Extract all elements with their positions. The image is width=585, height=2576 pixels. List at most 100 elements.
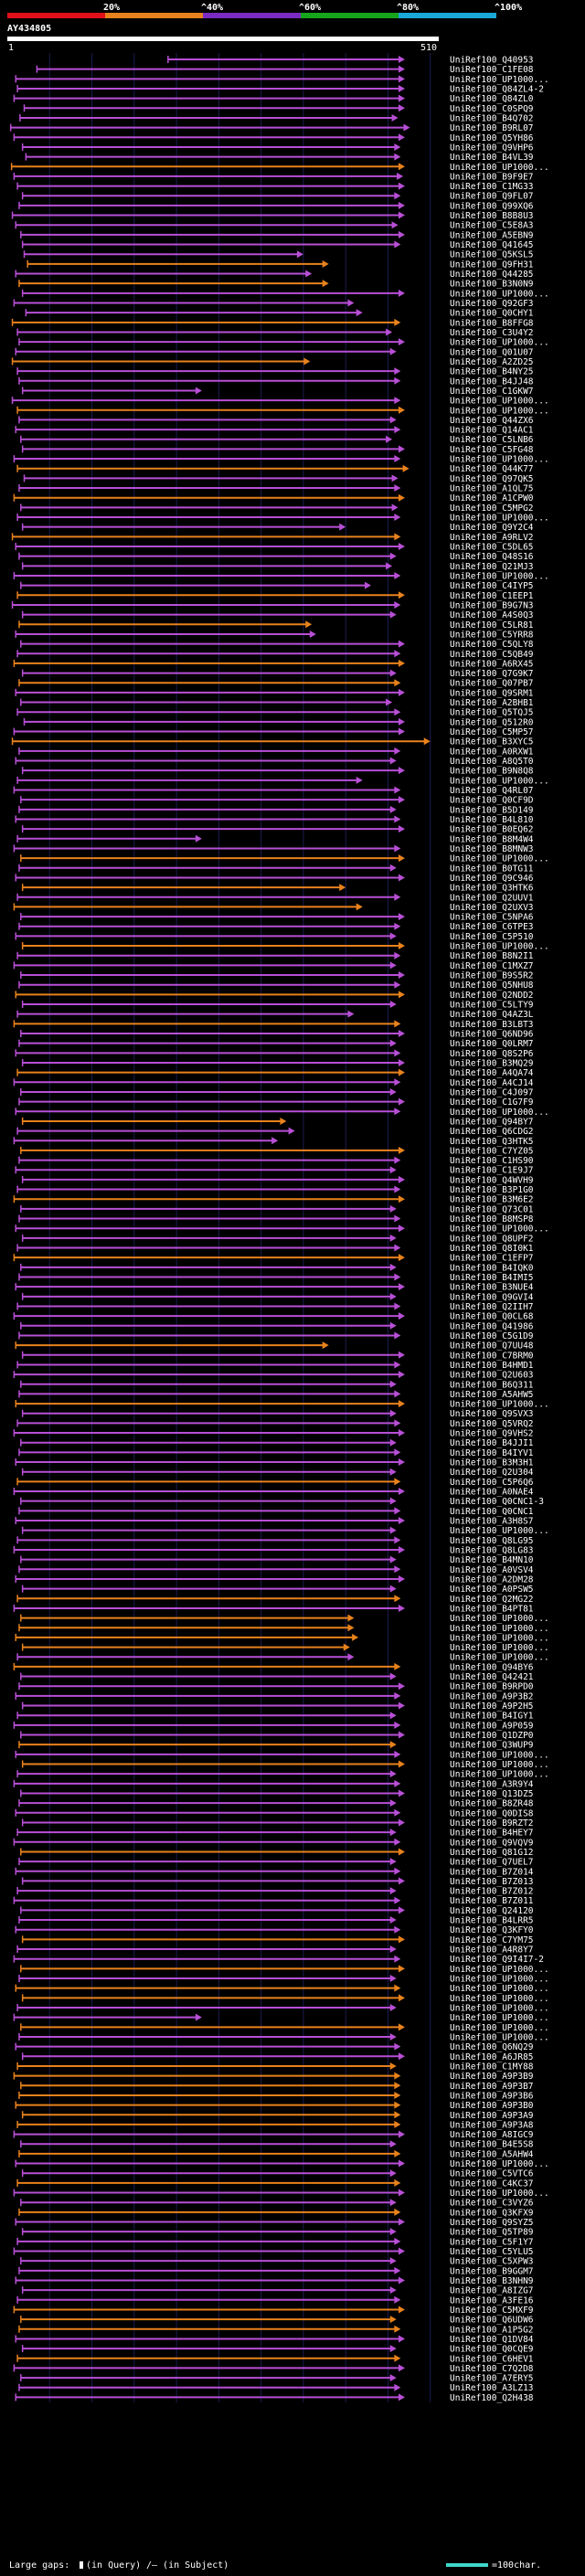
hit-row[interactable]: UniRef100_Q07PB7 bbox=[18, 679, 534, 689]
hit-label[interactable]: UniRef100_B9S5R2 bbox=[450, 971, 534, 981]
hit-row[interactable]: UniRef100_Q9GVI4 bbox=[21, 1292, 534, 1302]
hit-label[interactable]: UniRef100_UP1000... bbox=[450, 1760, 549, 1770]
hit-row[interactable]: UniRef100_UP1000... bbox=[15, 1750, 549, 1760]
hit-label[interactable]: UniRef100_B3NHN9 bbox=[450, 2276, 534, 2286]
hit-row[interactable]: UniRef100_A2DM28 bbox=[15, 1574, 534, 1585]
hit-row[interactable]: UniRef100_A8Q5T0 bbox=[15, 757, 534, 767]
hit-label[interactable]: UniRef100_Q94BY7 bbox=[450, 1117, 534, 1127]
hit-row[interactable]: UniRef100_Q41986 bbox=[20, 1321, 534, 1331]
hit-row[interactable]: UniRef100_Q7UU48 bbox=[15, 1341, 534, 1352]
hit-label[interactable]: UniRef100_A4R8Y7 bbox=[450, 1945, 534, 1956]
hit-row[interactable]: UniRef100_C5E8A3 bbox=[15, 221, 534, 231]
hit-row[interactable]: UniRef100_Q5TQJ5 bbox=[16, 708, 534, 718]
hit-row[interactable]: UniRef100_B4JJI1 bbox=[20, 1438, 534, 1448]
hit-label[interactable]: UniRef100_A9P3A8 bbox=[450, 2120, 534, 2130]
hit-row[interactable]: UniRef100_Q0CNC1 bbox=[18, 1507, 534, 1517]
hit-row[interactable]: UniRef100_Q2U603 bbox=[13, 1371, 534, 1381]
hit-label[interactable]: UniRef100_A7ERY5 bbox=[450, 2374, 534, 2384]
hit-label[interactable]: UniRef100_C5MPG2 bbox=[450, 504, 534, 514]
hit-row[interactable]: UniRef100_A1P5G2 bbox=[18, 2325, 534, 2335]
hit-label[interactable]: UniRef100_B4NY25 bbox=[450, 367, 534, 377]
hit-label[interactable]: UniRef100_B9N8Q8 bbox=[450, 767, 534, 777]
hit-label[interactable]: UniRef100_UP1000... bbox=[450, 289, 549, 299]
hit-label[interactable]: UniRef100_C5LNB6 bbox=[450, 435, 534, 445]
hit-row[interactable]: UniRef100_Q8LG83 bbox=[13, 1545, 534, 1555]
hit-label[interactable]: UniRef100_Q97QK5 bbox=[450, 474, 534, 484]
hit-row[interactable]: UniRef100_UP1000... bbox=[16, 2004, 549, 2014]
hit-label[interactable]: UniRef100_A5EBN9 bbox=[450, 230, 534, 240]
hit-row[interactable]: UniRef100_UP1000... bbox=[21, 1643, 549, 1653]
hit-row[interactable]: UniRef100_C5MP57 bbox=[13, 727, 534, 737]
hit-row[interactable]: UniRef100_A7ERY5 bbox=[20, 2374, 534, 2384]
hit-row[interactable]: UniRef100_Q3KFY0 bbox=[15, 1925, 534, 1935]
hit-label[interactable]: UniRef100_C1MG33 bbox=[450, 182, 534, 192]
hit-row[interactable]: UniRef100_B4JJ48 bbox=[18, 376, 534, 387]
hit-label[interactable]: UniRef100_C5FG48 bbox=[450, 445, 534, 455]
hit-row[interactable]: UniRef100_B4IGY1 bbox=[16, 1712, 534, 1722]
hit-label[interactable]: UniRef100_C5E8A3 bbox=[450, 221, 534, 231]
hit-label[interactable]: UniRef100_B9F9E7 bbox=[450, 172, 534, 182]
hit-row[interactable]: UniRef100_B8M4W4 bbox=[16, 834, 534, 844]
hit-label[interactable]: UniRef100_A2DM28 bbox=[450, 1574, 534, 1585]
hit-row[interactable]: UniRef100_UP1000... bbox=[16, 406, 549, 416]
hit-label[interactable]: UniRef100_B4Q702 bbox=[450, 113, 534, 123]
hit-label[interactable]: UniRef100_B4PT81 bbox=[450, 1604, 534, 1614]
hit-label[interactable]: UniRef100_B4JJ48 bbox=[450, 376, 534, 387]
hit-label[interactable]: UniRef100_UP1000... bbox=[450, 1526, 549, 1536]
hit-label[interactable]: UniRef100_Q1DV84 bbox=[450, 2335, 534, 2345]
hit-row[interactable]: UniRef100_C5YRR8 bbox=[15, 630, 534, 640]
hit-label[interactable]: UniRef100_Q41645 bbox=[450, 240, 534, 250]
hit-label[interactable]: UniRef100_C5MP57 bbox=[450, 727, 534, 737]
hit-row[interactable]: UniRef100_C1MG33 bbox=[16, 182, 534, 192]
hit-label[interactable]: UniRef100_Q2H438 bbox=[450, 2393, 534, 2403]
hit-label[interactable]: UniRef100_Q9VQV9 bbox=[450, 1838, 534, 1848]
hit-row[interactable]: UniRef100_A9P3B6 bbox=[18, 2091, 534, 2101]
hit-row[interactable]: UniRef100_Q9Y2C4 bbox=[21, 523, 534, 533]
hit-row[interactable]: UniRef100_C5P6Q6 bbox=[16, 1478, 534, 1488]
hit-row[interactable]: UniRef100_Q2H438 bbox=[15, 2393, 534, 2403]
hit-row[interactable]: UniRef100_Q01U07 bbox=[15, 347, 534, 357]
hit-row[interactable]: UniRef100_B8MSP8 bbox=[18, 1214, 534, 1224]
hit-label[interactable]: UniRef100_C4KC37 bbox=[450, 2178, 534, 2189]
hit-row[interactable]: UniRef100_B3LBT3 bbox=[13, 1020, 534, 1030]
hit-row[interactable]: UniRef100_C5G1D9 bbox=[18, 1331, 534, 1341]
hit-row[interactable]: UniRef100_A6RX45 bbox=[13, 659, 534, 669]
hit-label[interactable]: UniRef100_B0EQ62 bbox=[450, 825, 534, 835]
hit-label[interactable]: UniRef100_Q1DZP0 bbox=[450, 1731, 534, 1741]
hit-row[interactable]: UniRef100_C1MXZ7 bbox=[13, 961, 534, 971]
hit-row[interactable]: UniRef100_C5P510 bbox=[15, 932, 534, 942]
hit-row[interactable]: UniRef100_C5LTY9 bbox=[21, 1001, 534, 1011]
hit-label[interactable]: UniRef100_B7Z012 bbox=[450, 1887, 534, 1897]
hit-label[interactable]: UniRef100_B4IYV1 bbox=[450, 1448, 534, 1458]
hit-row[interactable]: UniRef100_B3NUE4 bbox=[15, 1283, 534, 1293]
hit-label[interactable]: UniRef100_Q5TP89 bbox=[450, 2228, 534, 2238]
hit-label[interactable]: UniRef100_A9P3B7 bbox=[450, 2082, 534, 2092]
hit-row[interactable]: UniRef100_Q44285 bbox=[15, 270, 534, 280]
hit-row[interactable]: UniRef100_C5MPG2 bbox=[20, 504, 534, 514]
hit-label[interactable]: UniRef100_Q6UDW6 bbox=[450, 2316, 534, 2326]
hit-row[interactable]: UniRef100_Q7UEL7 bbox=[18, 1858, 534, 1868]
hit-label[interactable]: UniRef100_Q6NQ29 bbox=[450, 2042, 534, 2052]
hit-label[interactable]: UniRef100_UP1000... bbox=[450, 1770, 549, 1780]
hit-label[interactable]: UniRef100_B3P1G0 bbox=[450, 1185, 534, 1195]
hit-label[interactable]: UniRef100_A2ZD25 bbox=[450, 357, 534, 367]
hit-label[interactable]: UniRef100_UP1000... bbox=[450, 1643, 549, 1653]
hit-row[interactable]: UniRef100_B7Z013 bbox=[21, 1877, 534, 1887]
hit-row[interactable]: UniRef100_UP1000... bbox=[21, 1994, 549, 2004]
hit-row[interactable]: UniRef100_Q3WUP9 bbox=[18, 1741, 534, 1751]
hit-label[interactable]: UniRef100_Q2NDD2 bbox=[450, 991, 534, 1001]
hit-label[interactable]: UniRef100_UP1000... bbox=[450, 2032, 549, 2042]
hit-label[interactable]: UniRef100_A8IZG7 bbox=[450, 2286, 534, 2296]
hit-row[interactable]: UniRef100_A0VSV4 bbox=[18, 1565, 534, 1575]
hit-row[interactable]: UniRef100_A9P3B9 bbox=[13, 2072, 534, 2082]
hit-row[interactable]: UniRef100_Q24120 bbox=[20, 1906, 534, 1916]
hit-label[interactable]: UniRef100_Q4AZ3L bbox=[450, 1010, 534, 1020]
hit-row[interactable]: UniRef100_B8B8U3 bbox=[11, 211, 534, 221]
hit-row[interactable]: UniRef100_C3U4Y2 bbox=[16, 328, 534, 338]
hit-row[interactable]: UniRef100_C5QLY8 bbox=[20, 640, 534, 650]
hit-row[interactable]: UniRef100_Q0DIS8 bbox=[15, 1808, 534, 1818]
hit-label[interactable]: UniRef100_A5AHW4 bbox=[450, 2149, 534, 2159]
hit-row[interactable]: UniRef100_UP1000... bbox=[13, 2189, 549, 2199]
hit-row[interactable]: UniRef100_Q0CNC1-3 bbox=[20, 1497, 544, 1507]
hit-label[interactable]: UniRef100_UP1000... bbox=[450, 1633, 549, 1643]
